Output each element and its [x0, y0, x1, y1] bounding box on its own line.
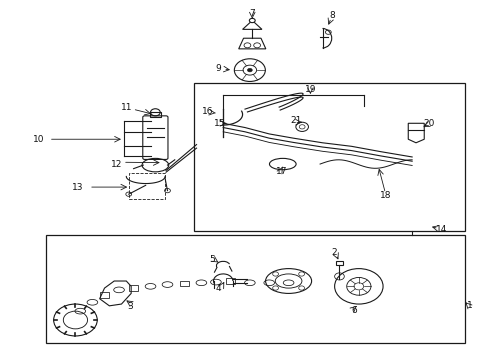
Text: 3: 3	[127, 302, 133, 311]
Bar	[180, 281, 189, 286]
Circle shape	[247, 68, 252, 72]
Bar	[47, 235, 466, 343]
Text: 19: 19	[305, 85, 316, 94]
Text: 9: 9	[216, 64, 221, 73]
Text: 15: 15	[214, 119, 225, 128]
Text: 18: 18	[380, 192, 391, 201]
Text: 16: 16	[201, 107, 213, 116]
Circle shape	[354, 283, 364, 290]
Bar	[129, 173, 165, 199]
Bar	[336, 261, 343, 265]
Text: 8: 8	[329, 12, 335, 21]
Bar	[225, 278, 235, 284]
Text: 10: 10	[33, 135, 45, 144]
Text: 21: 21	[290, 116, 301, 125]
Text: 20: 20	[423, 119, 435, 128]
Bar	[194, 82, 466, 231]
Circle shape	[249, 18, 255, 23]
Text: 17: 17	[275, 167, 287, 176]
Text: 2: 2	[332, 248, 338, 257]
Text: 1: 1	[467, 301, 473, 310]
Bar	[99, 292, 109, 298]
Text: 13: 13	[72, 183, 84, 192]
Bar	[129, 285, 138, 291]
Text: 12: 12	[111, 159, 122, 168]
Text: 7: 7	[249, 9, 255, 18]
Text: 14: 14	[436, 225, 447, 234]
Text: 6: 6	[351, 306, 357, 315]
Text: 4: 4	[216, 284, 221, 293]
Text: 11: 11	[121, 103, 132, 112]
Bar	[149, 112, 161, 117]
Text: 5: 5	[210, 255, 216, 264]
